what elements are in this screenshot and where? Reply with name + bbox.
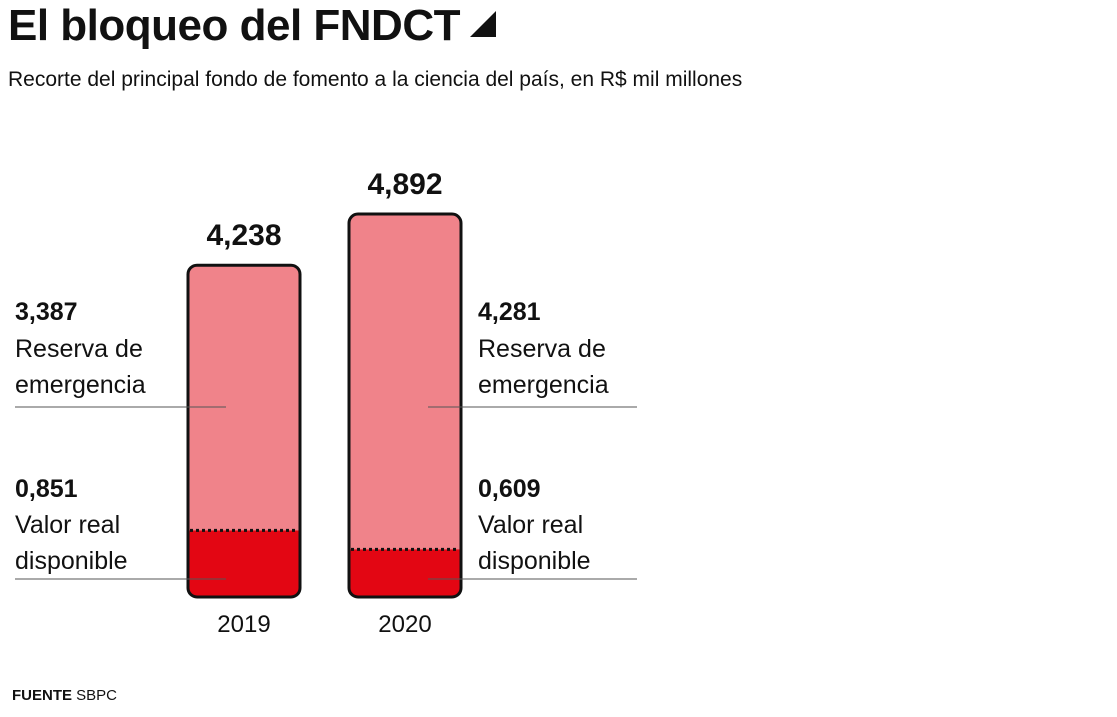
source-label: FUENTE bbox=[12, 687, 72, 704]
source-name: SBPC bbox=[76, 687, 118, 704]
series-label-reserva-line2-2020: emergencia bbox=[478, 371, 609, 399]
series-label-reserva-line1-2019: Reserva de bbox=[15, 335, 143, 363]
series-label-reserva-line1-2020: Reserva de bbox=[478, 335, 606, 363]
value-label-disponible-2019: 0,851 bbox=[15, 475, 78, 503]
bar-outline-2019 bbox=[186, 263, 302, 599]
chart-subtitle: Recorte del principal fondo de fomento a… bbox=[8, 68, 743, 91]
series-label-disponible-line1-2019: Valor real bbox=[15, 511, 120, 539]
bar-reserva-2020 bbox=[349, 214, 461, 550]
chart-title: El bloqueo del FNDCT bbox=[8, 0, 496, 52]
source-note: FUENTE SBPC bbox=[12, 686, 117, 706]
total-label-2019: 4,238 bbox=[206, 219, 281, 252]
bar-disponible-2020 bbox=[349, 549, 461, 597]
value-label-reserva-2020: 4,281 bbox=[478, 298, 541, 326]
bar-disponible-2019 bbox=[188, 530, 300, 597]
total-label-2020: 4,892 bbox=[367, 168, 442, 201]
series-label-disponible-line2-2020: disponible bbox=[478, 547, 591, 575]
bar-reserva-2019 bbox=[188, 265, 300, 531]
series-label-disponible-line1-2020: Valor real bbox=[478, 511, 583, 539]
value-label-disponible-2020: 0,609 bbox=[478, 475, 541, 503]
series-label-reserva-line2-2019: emergencia bbox=[15, 371, 146, 399]
triangle-icon bbox=[469, 11, 496, 38]
value-label-reserva-2019: 3,387 bbox=[15, 298, 78, 326]
category-label-2019: 2019 bbox=[217, 611, 270, 638]
series-label-disponible-line2-2019: disponible bbox=[15, 547, 128, 575]
bar-outline-2020 bbox=[347, 212, 463, 599]
category-label-2020: 2020 bbox=[378, 611, 431, 638]
